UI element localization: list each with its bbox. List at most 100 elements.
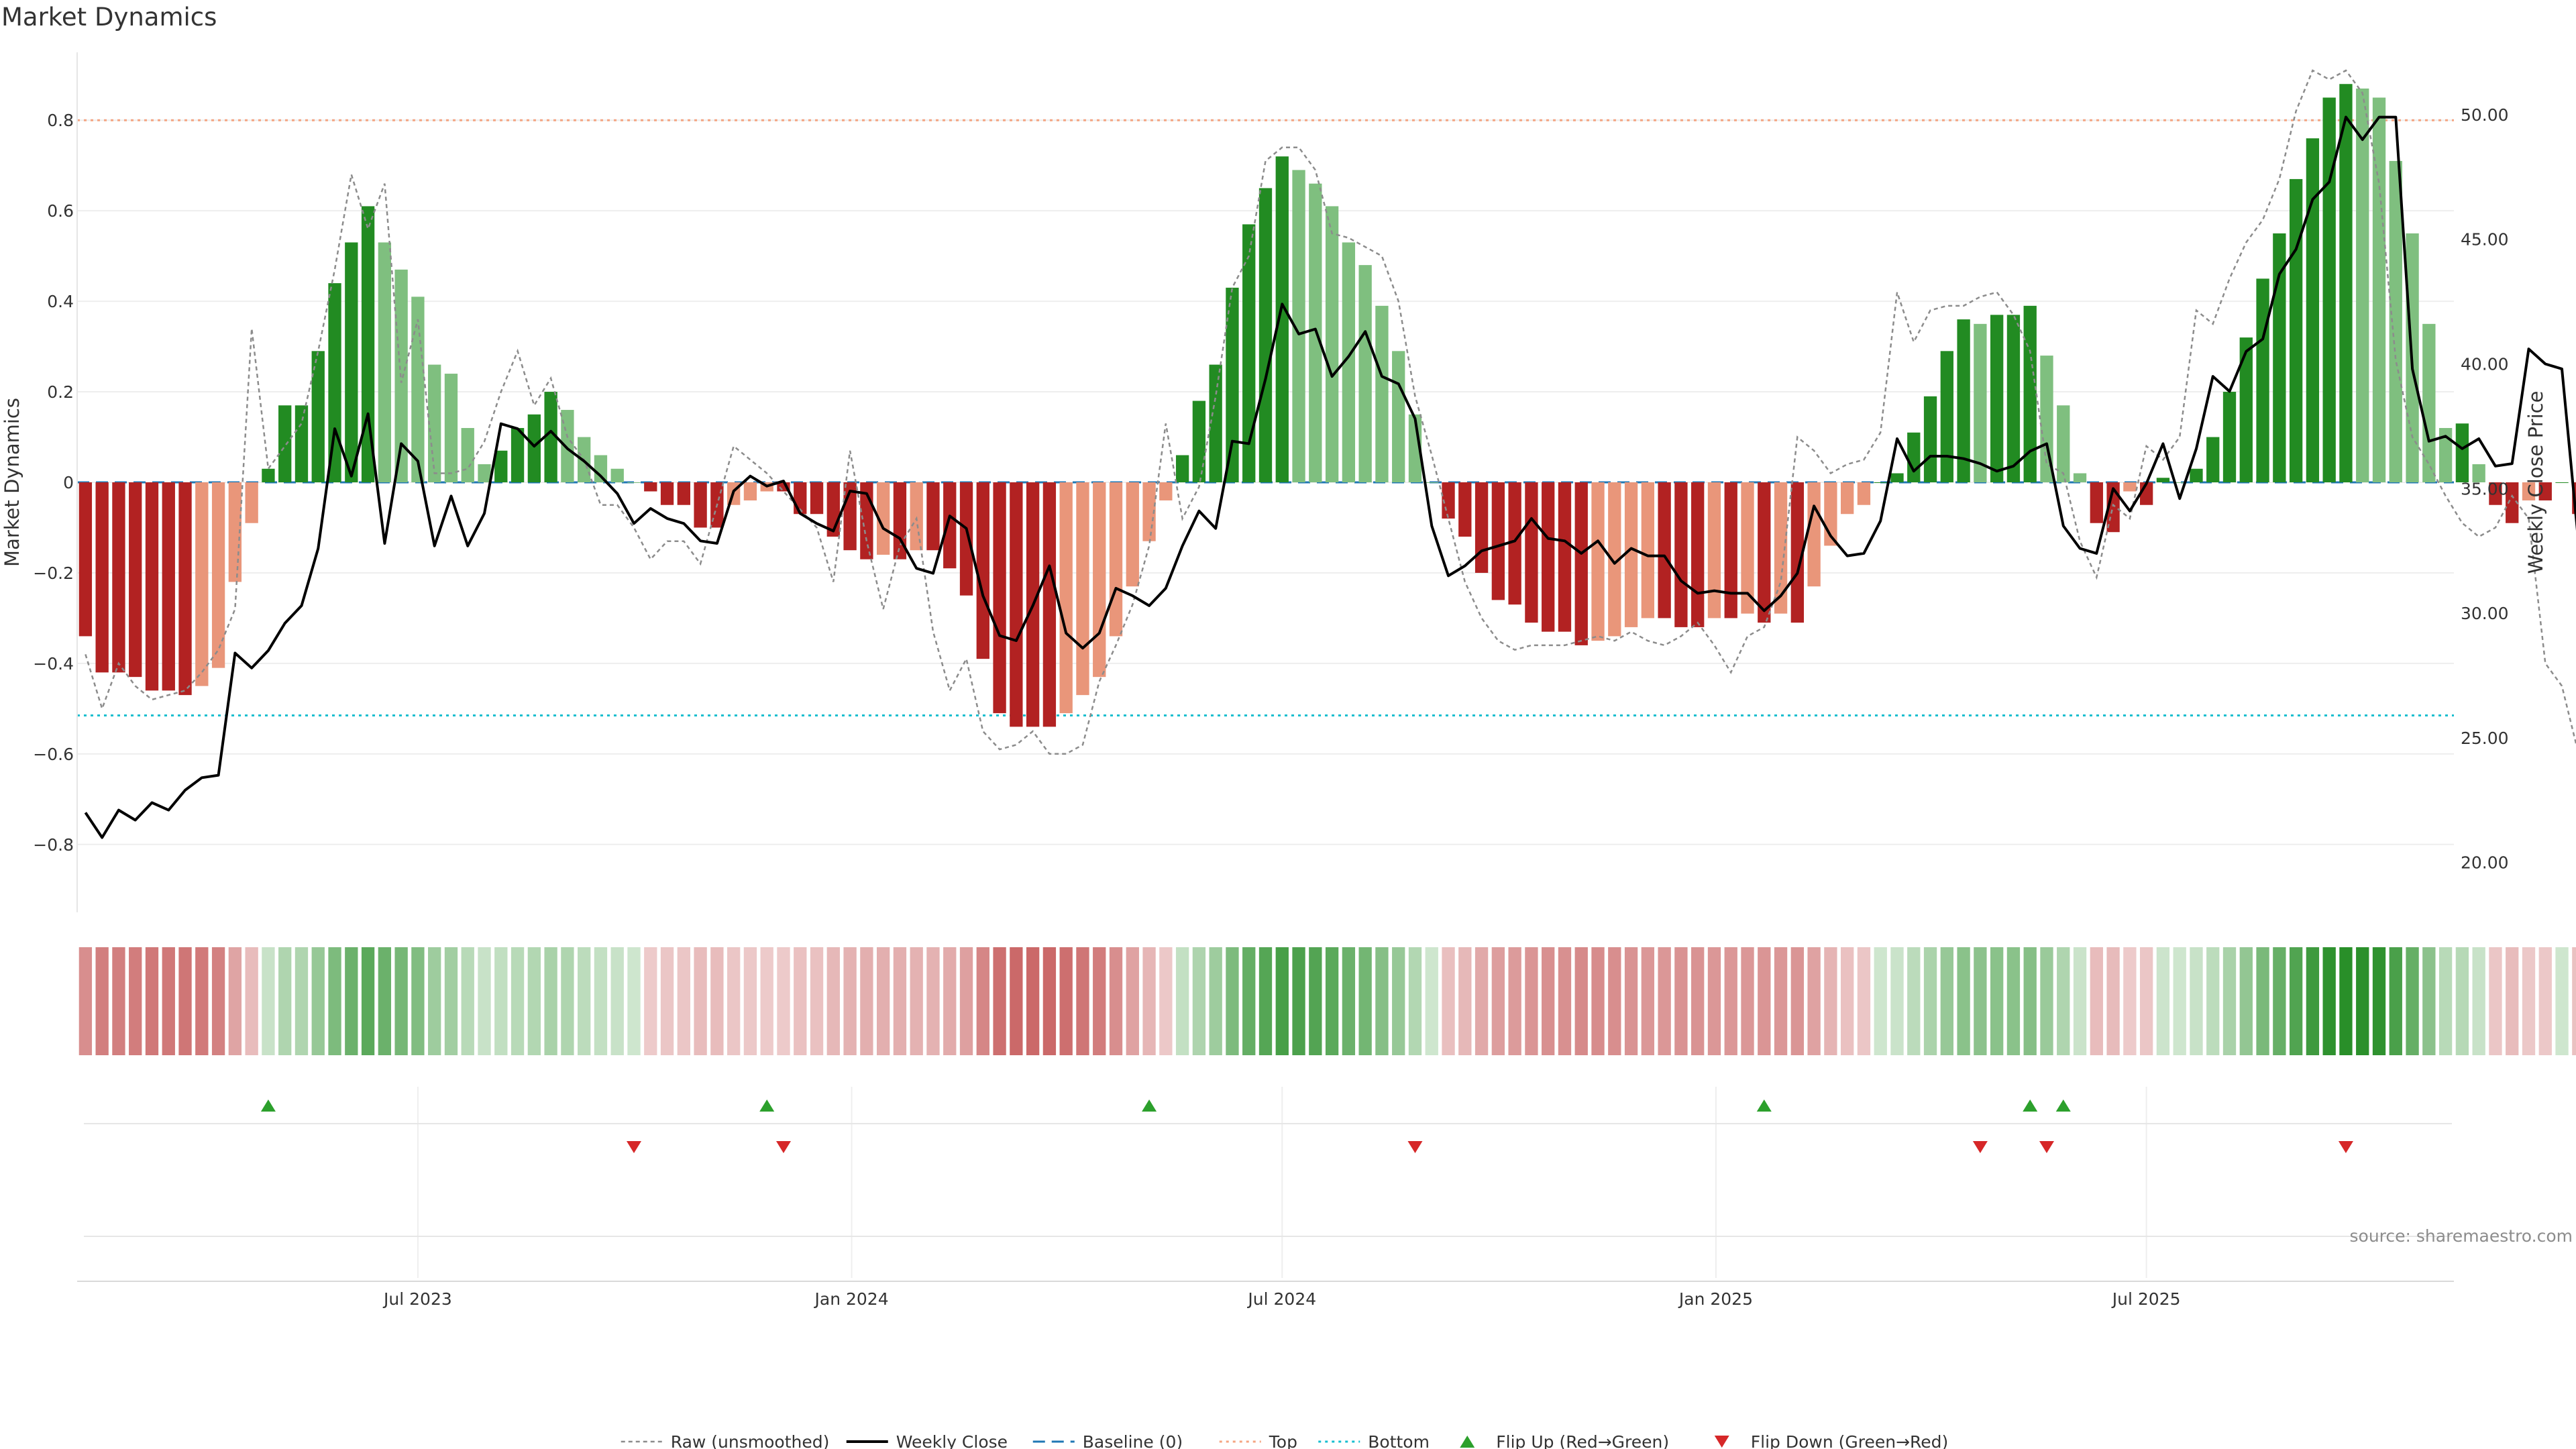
regime-cell (2438, 947, 2453, 1055)
histogram-bar (378, 242, 392, 482)
regime-cell (2306, 947, 2320, 1055)
regime-cell (2173, 947, 2186, 1055)
regime-cell (2406, 947, 2419, 1055)
regime-cell (1624, 947, 1638, 1055)
histogram-bar (2023, 305, 2037, 482)
y-tick-label: 0.6 (47, 201, 74, 221)
regime-cell (2023, 947, 2037, 1055)
legend-label: Raw (unsmoothed) (671, 1432, 830, 1449)
legend-item-flip-up: Flip Up (Red→Green) (1460, 1432, 1669, 1449)
histogram-bar (1375, 305, 1389, 482)
regime-cell (976, 947, 989, 1055)
histogram-bar (511, 428, 525, 482)
regime-cell (727, 947, 741, 1055)
y-tick-label: −0.2 (33, 564, 74, 583)
histogram-bar (1841, 482, 1854, 515)
histogram-bar (2190, 468, 2203, 482)
histogram-bar (2538, 482, 2552, 500)
regime-cell (428, 947, 441, 1055)
flip-down-marker (2338, 1141, 2353, 1153)
histogram-bar (1857, 482, 1871, 505)
histogram-bar (694, 482, 707, 528)
regime-cell (810, 947, 824, 1055)
flip-down-marker (627, 1141, 642, 1153)
regime-cell (411, 947, 425, 1055)
x-tick-label: Jan 2024 (814, 1289, 889, 1309)
histogram-bar (1874, 482, 1887, 483)
y2-tick-label: 20.00 (2461, 853, 2509, 873)
regime-cell (1591, 947, 1605, 1055)
histogram-bar (145, 482, 159, 691)
regime-cell (1574, 947, 1588, 1055)
histogram-bar (328, 283, 341, 482)
histogram-bar (1392, 351, 1405, 482)
flip-up-marker (1756, 1099, 1772, 1112)
y-tick-label: 0.2 (47, 382, 74, 402)
histogram-bar (95, 482, 109, 673)
histogram-bar (178, 482, 192, 696)
y-axis-label: Market Dynamics (1, 398, 23, 567)
legend-item-raw: Raw (unsmoothed) (621, 1432, 830, 1449)
regime-cell (1192, 947, 1206, 1055)
regime-cell (1392, 947, 1405, 1055)
histogram-bar (1093, 482, 1106, 678)
histogram-bar (2422, 323, 2436, 482)
regime-cell (361, 947, 375, 1055)
regime-cell (2090, 947, 2103, 1055)
histogram-bar (1010, 482, 1023, 727)
histogram-bars (78, 84, 2576, 727)
regime-cell (1226, 947, 1239, 1055)
regime-cell (2356, 947, 2369, 1055)
histogram-bar (361, 206, 375, 482)
regime-cell (1707, 947, 1721, 1055)
regime-cell (145, 947, 159, 1055)
histogram-bar (1890, 473, 1904, 482)
histogram-bar (1758, 482, 1771, 623)
legend-item-close: Weekly Close (846, 1432, 1008, 1449)
regime-cell (2206, 947, 2220, 1055)
regime-cell (2339, 947, 2353, 1055)
histogram-bar (2073, 473, 2087, 482)
histogram-bar (910, 482, 923, 551)
flip-up-marker (260, 1099, 276, 1112)
regime-cell (2006, 947, 2021, 1055)
histogram-bar (527, 414, 541, 482)
regime-cell (1491, 947, 1505, 1055)
histogram-bar (1242, 224, 1256, 482)
histogram-bar (1325, 206, 1339, 482)
histogram-bar (2273, 233, 2286, 482)
y2-tick-label: 45.00 (2461, 230, 2509, 250)
regime-cell (1325, 947, 1339, 1055)
regime-cell (2555, 947, 2569, 1055)
flip-down-marker (775, 1141, 791, 1153)
regime-cell (1142, 947, 1156, 1055)
regime-cell (1425, 947, 1438, 1055)
regime-cell (112, 947, 125, 1055)
legend-label: Weekly Close (896, 1432, 1008, 1449)
histogram-bar (245, 482, 258, 523)
regime-cell (311, 947, 325, 1055)
regime-cell (2190, 947, 2203, 1055)
regime-cell (627, 947, 641, 1055)
regime-cell (494, 947, 508, 1055)
regime-cell (644, 947, 657, 1055)
regime-cell (710, 947, 724, 1055)
histogram-bar (2522, 482, 2536, 500)
y-tick-label: −0.8 (33, 835, 74, 855)
histogram-bar (228, 482, 242, 582)
regime-cell (162, 947, 175, 1055)
regime-cell (1010, 947, 1023, 1055)
regime-cell (1026, 947, 1040, 1055)
close-series (84, 115, 2576, 839)
histogram-bar (1658, 482, 1671, 619)
regime-cell (2538, 947, 2552, 1055)
histogram-bar (1076, 482, 1089, 696)
x-tick-label: Jul 2023 (382, 1289, 452, 1309)
histogram-bar (1741, 482, 1754, 614)
histogram-bar (810, 482, 824, 515)
regime-cell (394, 947, 408, 1055)
regime-cell (1608, 947, 1621, 1055)
histogram-bar (2438, 428, 2453, 482)
regime-cell (578, 947, 591, 1055)
regime-cell (910, 947, 923, 1055)
